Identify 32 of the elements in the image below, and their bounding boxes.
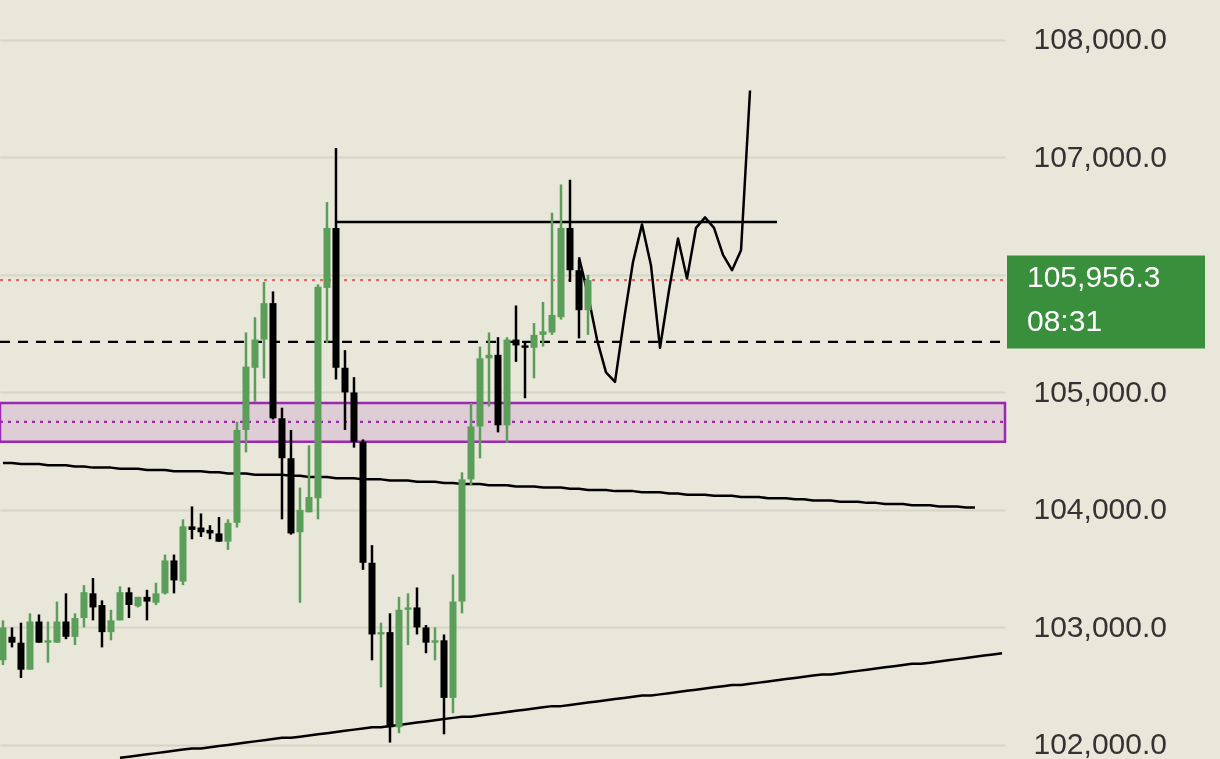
candlestick xyxy=(296,486,304,604)
candlestick xyxy=(170,553,178,595)
candlestick xyxy=(530,321,538,380)
candlestick xyxy=(422,623,430,655)
candlestick xyxy=(188,505,196,541)
candlestick xyxy=(539,300,547,348)
candlestick xyxy=(35,613,43,644)
y-tick-label: 108,000.0 xyxy=(1033,22,1167,56)
candlestick xyxy=(44,620,52,664)
y-tick-label: 105,000.0 xyxy=(1033,374,1167,408)
candlestick xyxy=(224,518,232,552)
candlestick xyxy=(305,444,313,514)
y-tick-label: 103,000.0 xyxy=(1033,609,1167,643)
candlestick xyxy=(152,581,160,607)
candlestick xyxy=(413,586,421,636)
candlestick xyxy=(62,592,70,641)
candlestick xyxy=(548,211,556,337)
candlestick xyxy=(215,515,223,543)
candlestick xyxy=(8,626,16,649)
text: 08:31 xyxy=(1027,304,1103,338)
candlestick xyxy=(143,588,151,622)
candlestick xyxy=(404,592,412,647)
candlestick xyxy=(53,600,61,644)
y-tick-label: 107,000.0 xyxy=(1033,139,1167,173)
y-tick-label: 102,000.0 xyxy=(1033,727,1167,759)
y-tick-label: 104,000.0 xyxy=(1033,492,1167,526)
candlestick xyxy=(71,612,79,647)
candlestick xyxy=(125,586,133,620)
candlestick xyxy=(107,608,115,642)
candlestick xyxy=(431,626,439,662)
ref-line-label: 105,956.3 xyxy=(1027,260,1161,294)
candlestick xyxy=(89,576,97,622)
